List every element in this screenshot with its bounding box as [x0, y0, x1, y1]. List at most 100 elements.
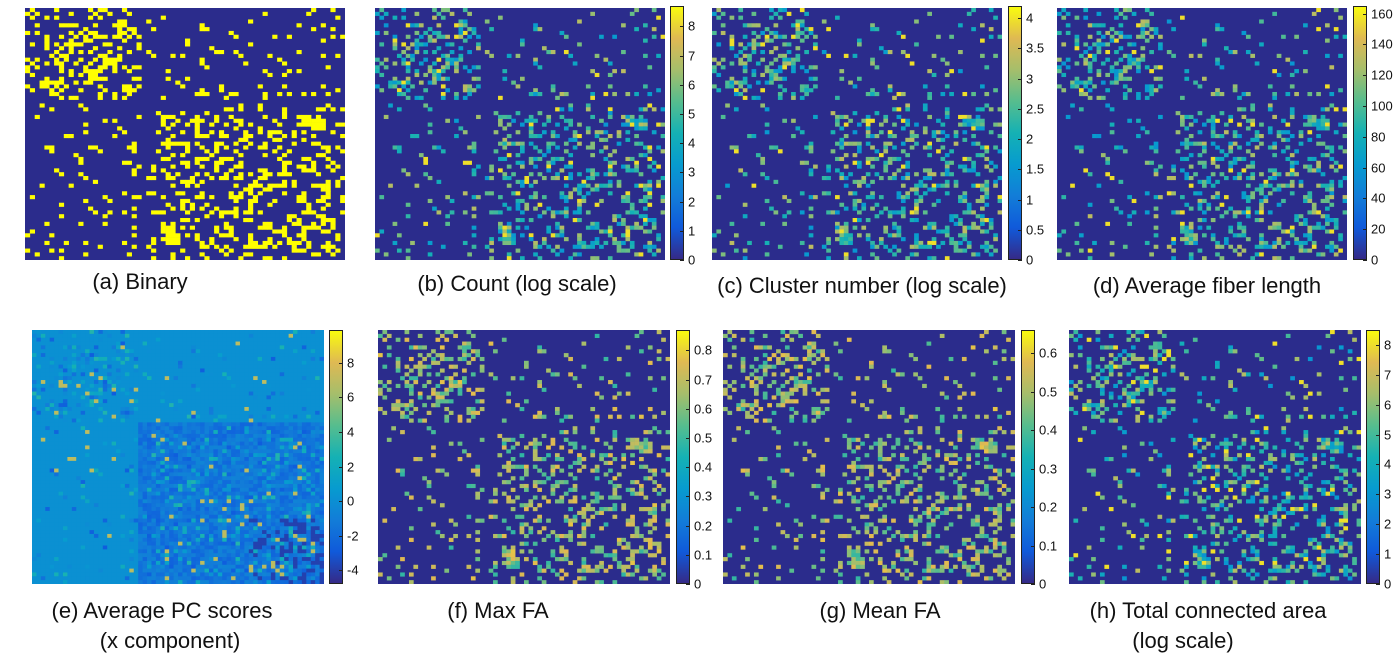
heatmap-cell [111, 403, 117, 408]
heatmap-cell [799, 38, 805, 43]
heatmap-cell [1083, 15, 1089, 20]
heatmap-cell [638, 225, 644, 230]
heatmap-cell [1272, 221, 1277, 226]
heatmap-cell [257, 418, 263, 423]
heatmap-cell [191, 418, 196, 423]
heatmap-cell [1087, 95, 1093, 100]
heatmap-cell [54, 422, 59, 427]
heatmap-cell [392, 46, 398, 51]
heatmap-cell [107, 345, 112, 350]
heatmap-cell [563, 198, 569, 204]
heatmap-cell [656, 237, 661, 242]
heatmap-cell [120, 333, 126, 338]
heatmap-cell [1259, 202, 1264, 207]
heatmap-cell [949, 240, 954, 246]
heatmap-cell [36, 391, 42, 396]
heatmap-cell [914, 206, 919, 211]
heatmap-cell [195, 418, 201, 423]
heatmap-cell [1272, 176, 1277, 181]
heatmap-cell [1329, 248, 1335, 253]
heatmap-cell [799, 130, 805, 135]
heatmap-cell [799, 210, 805, 215]
heatmap-cell [58, 383, 64, 389]
heatmap-cell [1149, 34, 1154, 39]
heatmap-cell [852, 225, 858, 230]
heatmap-cell [297, 406, 303, 412]
heatmap-cell [651, 168, 657, 173]
heatmap-cell [1338, 122, 1343, 127]
colorbar-tick-mark [1363, 260, 1367, 261]
heatmap-cell [392, 15, 398, 20]
heatmap-cell [238, 191, 244, 196]
heatmap-cell [1131, 42, 1137, 47]
heatmap-cell [129, 356, 135, 362]
heatmap-cell [71, 360, 77, 365]
heatmap-cell [742, 95, 748, 100]
heatmap-cell [54, 80, 60, 85]
heatmap-cell [980, 187, 985, 192]
heatmap-cell [1158, 42, 1163, 47]
heatmap-cell [293, 395, 298, 400]
heatmap-cell [204, 403, 210, 408]
heatmap-cell [528, 156, 534, 162]
heatmap-cell [1197, 130, 1203, 135]
heatmap-cell [262, 430, 267, 435]
heatmap-cell [892, 225, 897, 230]
heatmap-cell [164, 376, 170, 381]
heatmap-cell [275, 387, 281, 392]
heatmap-cell [1118, 30, 1124, 36]
heatmap-cell [1202, 218, 1207, 223]
heatmap-cell [170, 114, 176, 120]
heatmap-cell [36, 387, 42, 392]
heatmap-cell [213, 422, 219, 427]
heatmap-cell [808, 88, 814, 93]
heatmap-cell [29, 61, 35, 66]
heatmap-cell [155, 391, 161, 396]
heatmap-cell [467, 252, 472, 257]
heatmap-cell [73, 23, 79, 28]
heatmap-cell [262, 145, 268, 150]
heatmap-cell [142, 368, 148, 373]
heatmap-cell [533, 92, 538, 97]
heatmap-cell [1338, 164, 1343, 169]
heatmap-cell [97, 15, 103, 20]
heatmap-cell [555, 225, 560, 230]
heatmap-cell [839, 156, 845, 162]
heatmap-cell [58, 202, 65, 207]
heatmap-cell [257, 403, 263, 408]
heatmap-cell [1316, 210, 1321, 215]
heatmap-cell [120, 426, 126, 431]
heatmap-cell [1100, 23, 1106, 28]
heatmap-cell [117, 34, 123, 39]
heatmap-cell [729, 34, 735, 39]
heatmap-cell [204, 353, 210, 358]
heatmap-cell [799, 191, 805, 196]
heatmap-cell [111, 422, 117, 427]
heatmap-cell [599, 183, 604, 188]
heatmap-cell [638, 107, 644, 112]
heatmap-cell [200, 337, 205, 342]
heatmap-cell [962, 191, 968, 196]
heatmap-cell [528, 237, 534, 242]
heatmap-cell [311, 27, 317, 32]
heatmap-cell [182, 395, 188, 400]
heatmap-cell [1184, 172, 1190, 177]
heatmap-cell [138, 372, 143, 377]
heatmap-cell [484, 244, 490, 249]
heatmap-cell [883, 206, 889, 211]
heatmap-cell [782, 8, 787, 13]
heatmap-cell [1259, 240, 1264, 246]
heatmap-cell [401, 8, 407, 13]
heatmap-cell [222, 360, 227, 365]
heatmap-cell [1149, 50, 1154, 55]
heatmap-cell [432, 145, 437, 150]
heatmap-cell [1180, 114, 1185, 120]
heatmap-cell [178, 364, 183, 369]
heatmap-cell [962, 92, 968, 97]
colorbar-tick-mark [680, 84, 684, 86]
heatmap-cell [306, 206, 312, 211]
heatmap-cell [476, 84, 481, 89]
heatmap-cell [550, 214, 556, 219]
heatmap-cell [962, 225, 968, 230]
heatmap-cell [975, 153, 981, 158]
